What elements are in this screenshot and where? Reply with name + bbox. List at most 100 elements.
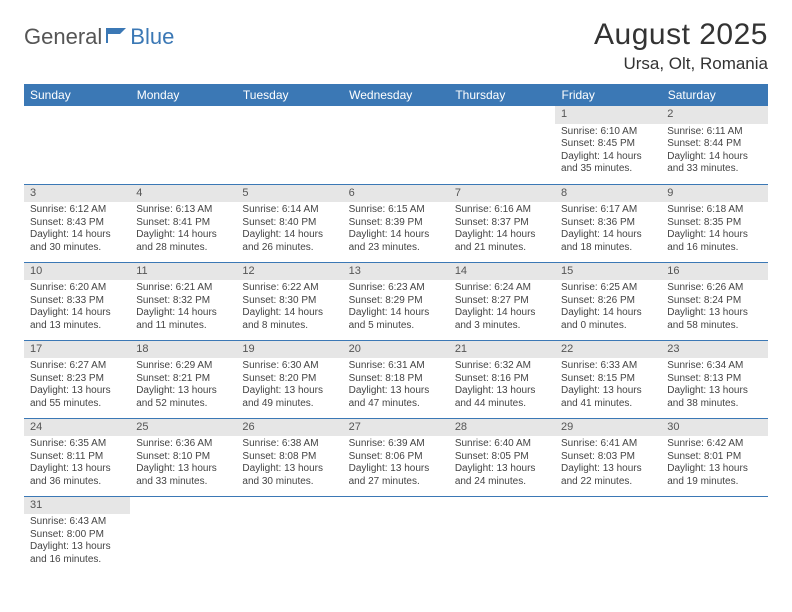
day-content: Sunrise: 6:15 AMSunset: 8:39 PMDaylight:… bbox=[343, 202, 449, 258]
day-content bbox=[130, 501, 236, 507]
calendar-cell: 3Sunrise: 6:12 AMSunset: 8:43 PMDaylight… bbox=[24, 184, 130, 262]
sunset-text: Sunset: 8:30 PM bbox=[242, 295, 336, 308]
day-content: Sunrise: 6:30 AMSunset: 8:20 PMDaylight:… bbox=[236, 358, 342, 414]
calendar-cell: 30Sunrise: 6:42 AMSunset: 8:01 PMDayligh… bbox=[661, 418, 767, 496]
sunrise-text: Sunrise: 6:25 AM bbox=[561, 282, 655, 295]
calendar-cell: 25Sunrise: 6:36 AMSunset: 8:10 PMDayligh… bbox=[130, 418, 236, 496]
day-number: 16 bbox=[661, 263, 767, 281]
day-content: Sunrise: 6:20 AMSunset: 8:33 PMDaylight:… bbox=[24, 280, 130, 336]
day-content: Sunrise: 6:11 AMSunset: 8:44 PMDaylight:… bbox=[661, 124, 767, 180]
day-number: 30 bbox=[661, 419, 767, 437]
day-content: Sunrise: 6:26 AMSunset: 8:24 PMDaylight:… bbox=[661, 280, 767, 336]
sunrise-text: Sunrise: 6:20 AM bbox=[30, 282, 124, 295]
day-content bbox=[236, 501, 342, 507]
daylight-text: Daylight: 14 hours and 13 minutes. bbox=[30, 307, 124, 332]
sunrise-text: Sunrise: 6:11 AM bbox=[667, 126, 761, 139]
calendar-cell bbox=[236, 106, 342, 184]
daylight-text: Daylight: 14 hours and 23 minutes. bbox=[349, 229, 443, 254]
brand-part1: General bbox=[24, 24, 102, 50]
sunrise-text: Sunrise: 6:14 AM bbox=[242, 204, 336, 217]
day-content: Sunrise: 6:17 AMSunset: 8:36 PMDaylight:… bbox=[555, 202, 661, 258]
calendar-cell: 23Sunrise: 6:34 AMSunset: 8:13 PMDayligh… bbox=[661, 340, 767, 418]
sunset-text: Sunset: 8:21 PM bbox=[136, 373, 230, 386]
day-content bbox=[555, 501, 661, 507]
day-number: 4 bbox=[130, 185, 236, 203]
day-content: Sunrise: 6:29 AMSunset: 8:21 PMDaylight:… bbox=[130, 358, 236, 414]
sunrise-text: Sunrise: 6:40 AM bbox=[455, 438, 549, 451]
sunrise-text: Sunrise: 6:31 AM bbox=[349, 360, 443, 373]
brand-logo: General Blue bbox=[24, 18, 174, 50]
day-content: Sunrise: 6:35 AMSunset: 8:11 PMDaylight:… bbox=[24, 436, 130, 492]
daylight-text: Daylight: 14 hours and 5 minutes. bbox=[349, 307, 443, 332]
flag-icon bbox=[106, 26, 128, 49]
daylight-text: Daylight: 14 hours and 18 minutes. bbox=[561, 229, 655, 254]
calendar-cell: 31Sunrise: 6:43 AMSunset: 8:00 PMDayligh… bbox=[24, 496, 130, 574]
sunrise-text: Sunrise: 6:24 AM bbox=[455, 282, 549, 295]
calendar-cell: 10Sunrise: 6:20 AMSunset: 8:33 PMDayligh… bbox=[24, 262, 130, 340]
daylight-text: Daylight: 14 hours and 11 minutes. bbox=[136, 307, 230, 332]
calendar-cell: 12Sunrise: 6:22 AMSunset: 8:30 PMDayligh… bbox=[236, 262, 342, 340]
calendar-cell: 11Sunrise: 6:21 AMSunset: 8:32 PMDayligh… bbox=[130, 262, 236, 340]
calendar-table: Sunday Monday Tuesday Wednesday Thursday… bbox=[24, 84, 768, 574]
day-number: 27 bbox=[343, 419, 449, 437]
daylight-text: Daylight: 14 hours and 16 minutes. bbox=[667, 229, 761, 254]
sunset-text: Sunset: 8:24 PM bbox=[667, 295, 761, 308]
sunrise-text: Sunrise: 6:22 AM bbox=[242, 282, 336, 295]
sunset-text: Sunset: 8:27 PM bbox=[455, 295, 549, 308]
sunset-text: Sunset: 8:41 PM bbox=[136, 217, 230, 230]
calendar-cell: 2Sunrise: 6:11 AMSunset: 8:44 PMDaylight… bbox=[661, 106, 767, 184]
sunset-text: Sunset: 8:03 PM bbox=[561, 451, 655, 464]
day-number: 21 bbox=[449, 341, 555, 359]
calendar-cell bbox=[236, 496, 342, 574]
calendar-cell: 18Sunrise: 6:29 AMSunset: 8:21 PMDayligh… bbox=[130, 340, 236, 418]
daylight-text: Daylight: 14 hours and 35 minutes. bbox=[561, 151, 655, 176]
daylight-text: Daylight: 13 hours and 24 minutes. bbox=[455, 463, 549, 488]
calendar-cell: 22Sunrise: 6:33 AMSunset: 8:15 PMDayligh… bbox=[555, 340, 661, 418]
sunset-text: Sunset: 8:43 PM bbox=[30, 217, 124, 230]
sunset-text: Sunset: 8:35 PM bbox=[667, 217, 761, 230]
day-number: 10 bbox=[24, 263, 130, 281]
day-number: 3 bbox=[24, 185, 130, 203]
day-number: 1 bbox=[555, 106, 661, 124]
sunrise-text: Sunrise: 6:29 AM bbox=[136, 360, 230, 373]
day-content: Sunrise: 6:34 AMSunset: 8:13 PMDaylight:… bbox=[661, 358, 767, 414]
location-text: Ursa, Olt, Romania bbox=[594, 54, 768, 74]
day-content bbox=[449, 501, 555, 507]
sunrise-text: Sunrise: 6:15 AM bbox=[349, 204, 443, 217]
day-number: 8 bbox=[555, 185, 661, 203]
sunset-text: Sunset: 8:01 PM bbox=[667, 451, 761, 464]
calendar-cell: 4Sunrise: 6:13 AMSunset: 8:41 PMDaylight… bbox=[130, 184, 236, 262]
sunrise-text: Sunrise: 6:34 AM bbox=[667, 360, 761, 373]
sunrise-text: Sunrise: 6:30 AM bbox=[242, 360, 336, 373]
title-block: August 2025 Ursa, Olt, Romania bbox=[594, 18, 768, 74]
daylight-text: Daylight: 13 hours and 44 minutes. bbox=[455, 385, 549, 410]
day-content: Sunrise: 6:22 AMSunset: 8:30 PMDaylight:… bbox=[236, 280, 342, 336]
sunrise-text: Sunrise: 6:13 AM bbox=[136, 204, 230, 217]
day-content: Sunrise: 6:36 AMSunset: 8:10 PMDaylight:… bbox=[130, 436, 236, 492]
calendar-cell: 5Sunrise: 6:14 AMSunset: 8:40 PMDaylight… bbox=[236, 184, 342, 262]
day-number: 24 bbox=[24, 419, 130, 437]
sunrise-text: Sunrise: 6:33 AM bbox=[561, 360, 655, 373]
sunrise-text: Sunrise: 6:42 AM bbox=[667, 438, 761, 451]
day-number: 20 bbox=[343, 341, 449, 359]
daylight-text: Daylight: 14 hours and 3 minutes. bbox=[455, 307, 549, 332]
day-number: 2 bbox=[661, 106, 767, 124]
daylight-text: Daylight: 13 hours and 27 minutes. bbox=[349, 463, 443, 488]
day-number: 5 bbox=[236, 185, 342, 203]
sunset-text: Sunset: 8:26 PM bbox=[561, 295, 655, 308]
calendar-cell: 15Sunrise: 6:25 AMSunset: 8:26 PMDayligh… bbox=[555, 262, 661, 340]
sunset-text: Sunset: 8:29 PM bbox=[349, 295, 443, 308]
calendar-week-row: 31Sunrise: 6:43 AMSunset: 8:00 PMDayligh… bbox=[24, 496, 768, 574]
day-content: Sunrise: 6:42 AMSunset: 8:01 PMDaylight:… bbox=[661, 436, 767, 492]
calendar-cell: 13Sunrise: 6:23 AMSunset: 8:29 PMDayligh… bbox=[343, 262, 449, 340]
sunset-text: Sunset: 8:00 PM bbox=[30, 529, 124, 542]
weekday-header: Thursday bbox=[449, 84, 555, 106]
sunset-text: Sunset: 8:13 PM bbox=[667, 373, 761, 386]
sunset-text: Sunset: 8:44 PM bbox=[667, 138, 761, 151]
sunrise-text: Sunrise: 6:39 AM bbox=[349, 438, 443, 451]
sunset-text: Sunset: 8:16 PM bbox=[455, 373, 549, 386]
daylight-text: Daylight: 14 hours and 21 minutes. bbox=[455, 229, 549, 254]
day-content: Sunrise: 6:18 AMSunset: 8:35 PMDaylight:… bbox=[661, 202, 767, 258]
daylight-text: Daylight: 13 hours and 49 minutes. bbox=[242, 385, 336, 410]
day-content: Sunrise: 6:21 AMSunset: 8:32 PMDaylight:… bbox=[130, 280, 236, 336]
